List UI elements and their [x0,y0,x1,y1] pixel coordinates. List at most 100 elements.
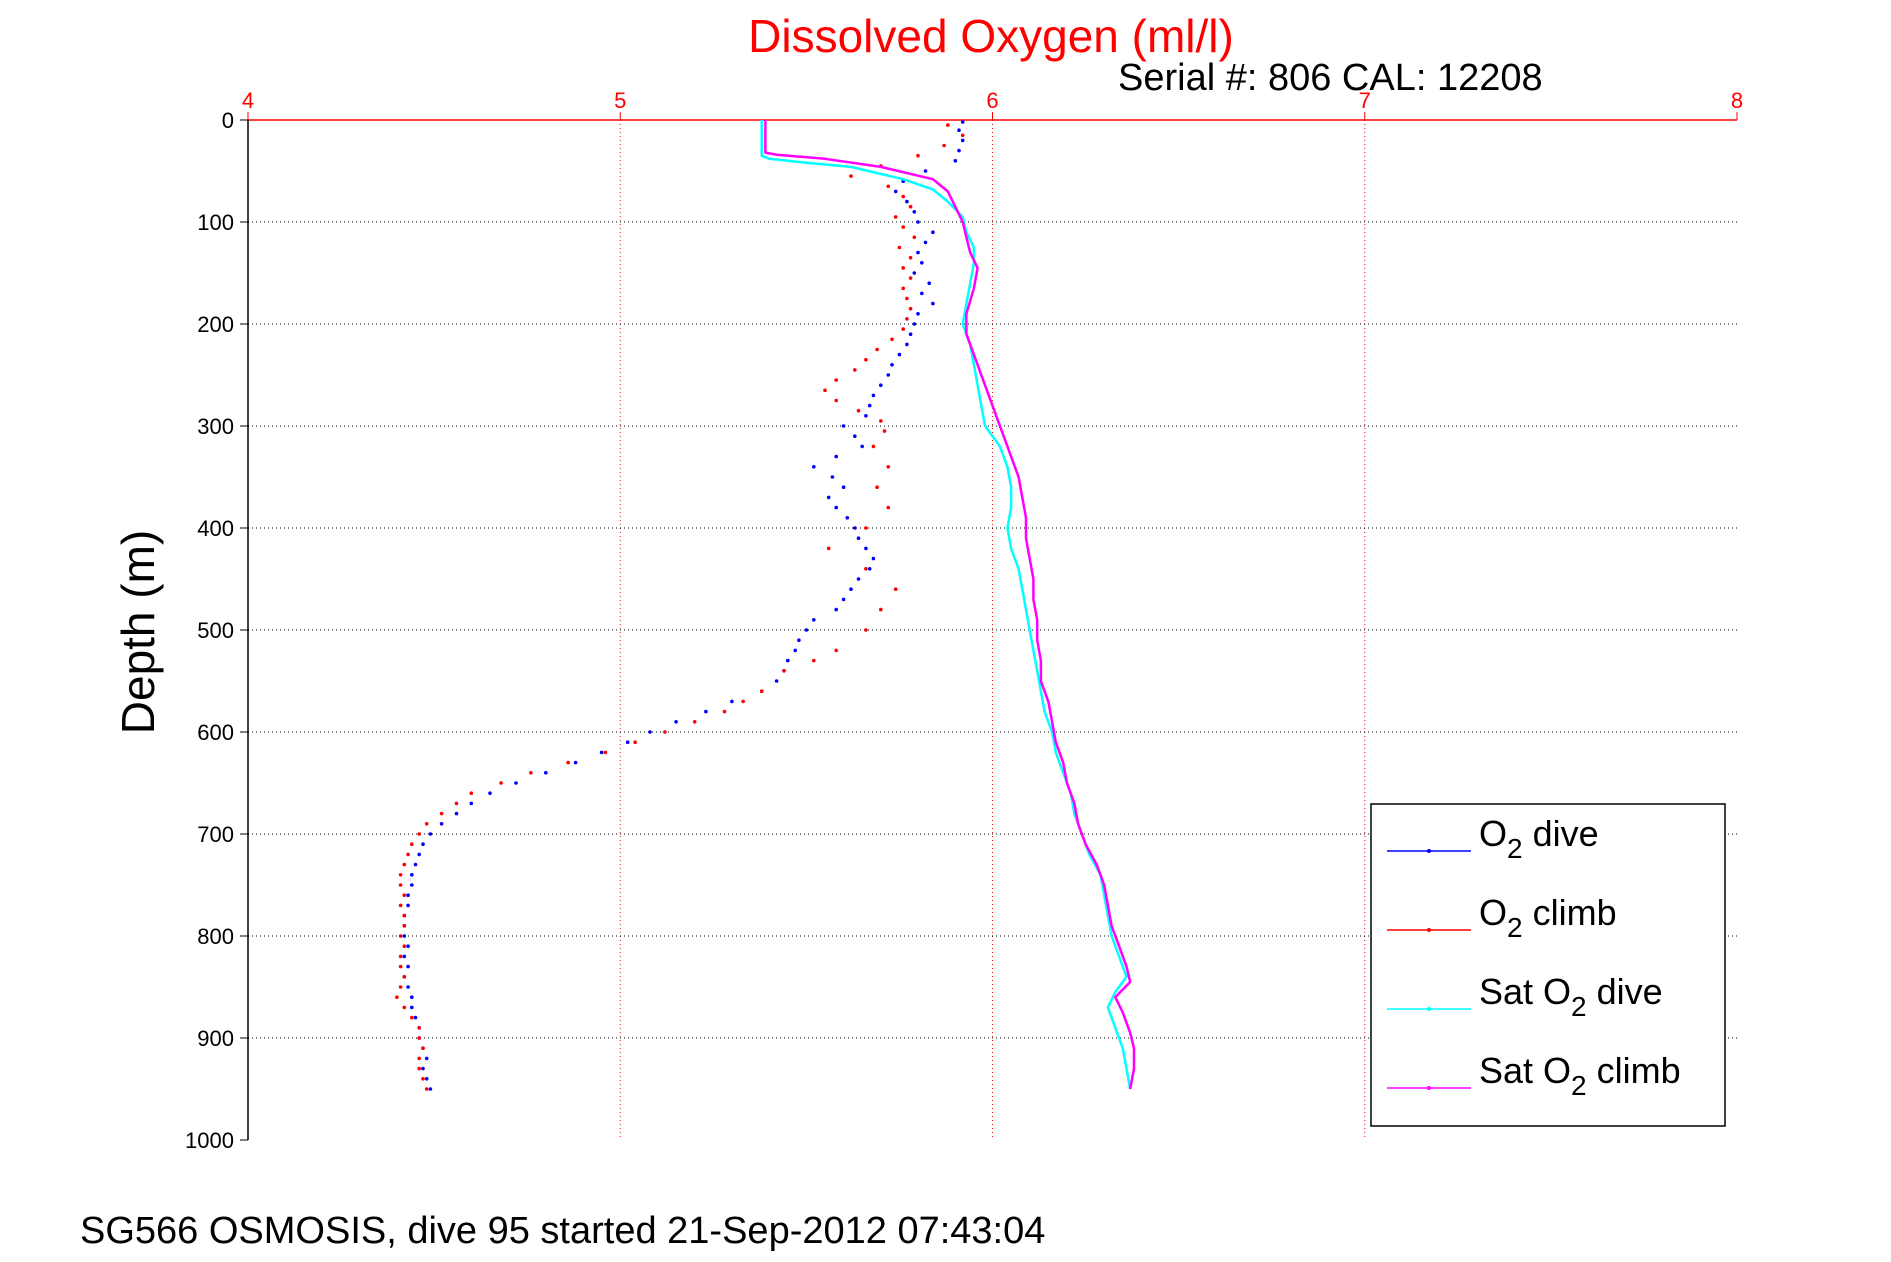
data-point-o2-dive [625,740,630,744]
data-point-o2-climb [834,648,838,653]
data-point-o2-dive [514,781,518,785]
data-point-o2-climb [454,801,459,806]
data-point-o2-dive [853,434,857,439]
data-point-o2-dive [469,801,474,806]
data-point-o2-climb [421,1077,425,1081]
data-point-o2-dive [871,393,876,398]
data-point-o2-dive [793,648,797,653]
data-point-o2-climb [529,771,533,775]
data-point-o2-dive [786,658,790,663]
y-tick-label: 1000 [185,1128,234,1153]
data-point-o2-dive [488,791,492,795]
data-point-o2-dive [879,383,883,388]
data-point-o2-dive [406,893,410,897]
data-point-o2-climb [849,174,853,178]
data-point-o2-dive [421,1066,425,1071]
data-point-o2-climb [826,546,831,551]
series-sat-climb [764,120,1136,1090]
data-point-o2-climb [398,903,403,908]
legend-label-suffix: climb [1523,892,1617,933]
data-point-o2-dive [424,1077,429,1081]
legend-marker-o2-climb [1427,928,1431,932]
data-point-o2-dive [890,363,894,367]
data-point-o2-climb [417,1026,422,1030]
data-point-o2-climb [603,750,608,755]
data-point-o2-dive [406,903,410,908]
data-point-o2-climb [905,317,909,321]
data-point-o2-dive [905,199,909,204]
data-point-o2-climb [398,954,403,959]
data-point-o2-dive [797,638,801,642]
data-point-o2-climb [901,194,905,199]
data-point-o2-dive [544,771,548,775]
data-point-o2-dive [804,628,809,632]
data-point-o2-dive [704,709,708,714]
series-layer [395,120,1136,1091]
data-point-o2-climb [908,255,913,260]
data-point-o2-climb [856,408,861,413]
y-tick-label: 800 [197,924,234,949]
data-point-o2-dive [897,352,902,357]
data-point-o2-dive [845,516,850,520]
data-point-o2-dive [439,822,444,826]
x-tick-label: 4 [242,88,254,113]
data-point-o2-climb [864,526,868,530]
data-point-o2-climb [402,862,407,867]
data-point-o2-climb [722,709,727,714]
data-point-o2-climb [853,368,857,372]
x-tick-label: 6 [986,88,998,113]
data-point-o2-climb [897,245,902,250]
data-point-o2-climb [912,235,917,240]
data-point-o2-climb [875,347,879,352]
y-tick-label: 900 [197,1026,234,1051]
legend-label-prefix: Sat O [1479,1050,1571,1091]
data-point-o2-climb [879,607,883,612]
data-point-o2-climb [864,628,868,632]
x-tick-label: 7 [1359,88,1371,113]
data-point-o2-dive [428,1087,433,1091]
data-point-o2-climb [469,791,474,795]
data-point-o2-climb [499,781,503,785]
data-point-o2-dive [864,546,868,551]
data-point-o2-climb [402,975,407,979]
data-point-o2-dive [860,444,864,449]
data-point-o2-climb [566,760,570,765]
data-point-o2-dive [957,148,961,153]
data-point-o2-dive [830,475,835,479]
data-point-o2-dive [402,934,407,938]
y-tick-label: 400 [197,516,234,541]
data-point-o2-climb [908,204,913,209]
data-point-o2-climb [402,1005,407,1010]
data-point-o2-dive [867,403,872,408]
data-point-o2-dive [410,1005,414,1010]
legend-label-suffix: climb [1587,1050,1681,1091]
data-point-o2-climb [886,465,891,469]
legend-label-suffix: dive [1523,813,1599,854]
data-point-o2-dive [916,220,920,224]
data-point-o2-climb [417,1056,422,1061]
data-point-o2-climb [946,123,950,127]
data-point-o2-dive [867,567,872,571]
series-o2-dive [402,120,965,1091]
data-point-o2-dive [920,261,924,265]
x-tick-label: 5 [614,88,626,113]
y-tick-label: 500 [197,618,234,643]
data-point-o2-climb [864,567,868,571]
data-point-o2-climb [402,913,407,918]
data-point-o2-climb [864,357,868,362]
data-point-o2-dive [812,465,816,469]
data-point-o2-climb [942,143,946,148]
legend-label-o2-climb: O2 climb [1479,892,1617,943]
legend-label-subscript: 2 [1571,991,1587,1022]
legend-marker-o2-dive [1427,849,1431,853]
data-point-o2-dive [417,852,422,857]
data-point-o2-climb [875,485,879,490]
data-point-o2-dive [402,954,407,959]
data-point-o2-dive [893,189,898,194]
data-point-o2-climb [417,832,422,836]
series-line-sat-climb [764,120,1136,1090]
data-point-o2-climb [901,266,905,270]
y-axis-label: Depth (m) [112,530,164,734]
data-point-o2-climb [901,327,905,331]
